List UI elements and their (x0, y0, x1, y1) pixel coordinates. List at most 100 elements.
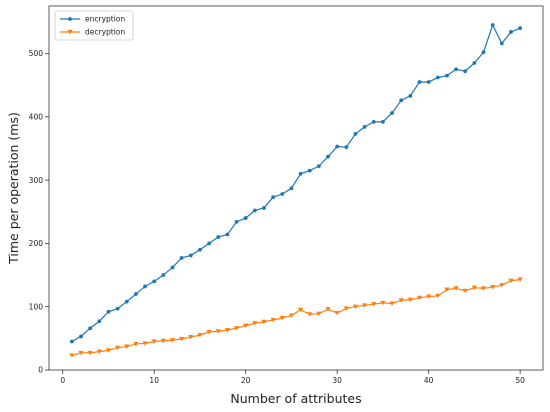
data-point-encryption (518, 26, 523, 31)
legend-marker-encryption (68, 17, 72, 21)
data-point-decryption (499, 283, 505, 288)
data-point-encryption (298, 171, 303, 176)
data-point-encryption (417, 80, 422, 84)
data-point-decryption (233, 326, 240, 331)
data-point-decryption (124, 344, 130, 349)
x-tick-label: 40 (424, 376, 434, 385)
data-point-decryption (169, 338, 176, 343)
data-point-decryption (288, 313, 295, 318)
data-point-encryption (216, 235, 221, 239)
data-point-encryption (143, 284, 147, 289)
data-point-encryption (271, 195, 276, 200)
data-point-decryption (151, 339, 157, 344)
y-tick-label: 500 (29, 49, 44, 58)
data-point-encryption (161, 273, 166, 277)
data-point-encryption (326, 154, 330, 159)
data-point-decryption (343, 306, 349, 311)
data-point-decryption (352, 304, 359, 310)
data-point-decryption (416, 295, 423, 301)
data-point-decryption (453, 286, 459, 291)
y-axis-label: Time per operation (ms) (6, 112, 21, 265)
data-point-encryption (445, 73, 449, 78)
data-point-decryption (407, 297, 413, 303)
data-point-encryption (234, 219, 239, 224)
data-point-decryption (160, 338, 166, 344)
data-point-encryption (170, 265, 175, 270)
data-point-decryption (133, 341, 139, 347)
x-tick-label: 10 (149, 376, 159, 385)
data-point-decryption (96, 349, 102, 354)
data-point-encryption (134, 292, 138, 296)
data-point-decryption (270, 317, 276, 323)
data-point-decryption (307, 312, 313, 317)
data-point-encryption (280, 192, 285, 196)
data-point-decryption (179, 336, 185, 342)
data-point-encryption (207, 241, 211, 246)
data-point-encryption (490, 23, 495, 27)
data-point-encryption (179, 256, 184, 260)
data-point-encryption (225, 232, 230, 237)
plot-area (48, 5, 544, 371)
y-tick-label: 100 (29, 302, 44, 311)
data-point-encryption (335, 144, 340, 149)
data-point-encryption (399, 98, 404, 103)
data-point-decryption (389, 301, 395, 306)
data-point-decryption (362, 303, 368, 308)
x-tick-label: 50 (515, 376, 525, 385)
data-point-decryption (334, 310, 340, 316)
data-point-decryption (87, 350, 93, 356)
data-point-decryption (444, 287, 450, 292)
data-point-encryption (198, 247, 202, 252)
data-point-encryption (262, 206, 266, 210)
data-point-encryption (499, 41, 504, 46)
data-point-decryption (480, 286, 487, 291)
data-point-encryption (481, 50, 486, 55)
data-point-encryption (353, 131, 358, 136)
data-point-decryption (462, 288, 468, 294)
y-tick-label: 400 (29, 112, 44, 121)
data-point-encryption (124, 299, 129, 304)
data-point-encryption (243, 216, 248, 220)
data-point-encryption (472, 61, 477, 65)
data-point-decryption (490, 284, 496, 290)
data-point-encryption (316, 164, 321, 169)
data-point-decryption (224, 328, 230, 333)
data-point-decryption (78, 350, 84, 356)
data-point-encryption (390, 111, 394, 115)
x-tick-label: 30 (332, 376, 342, 385)
data-point-encryption (362, 125, 367, 129)
data-point-decryption (297, 307, 304, 313)
data-point-encryption (426, 80, 431, 84)
data-point-encryption (463, 69, 468, 74)
data-point-decryption (380, 300, 386, 306)
data-point-decryption (471, 285, 477, 291)
data-point-encryption (188, 253, 193, 258)
legend-label-decryption: decryption (85, 28, 125, 37)
series-encryption (69, 23, 523, 344)
data-point-encryption (509, 30, 513, 34)
data-point-decryption (371, 302, 377, 307)
data-point-encryption (252, 208, 257, 213)
data-point-decryption (197, 333, 203, 338)
y-tick-label: 0 (38, 366, 43, 375)
data-point-encryption (344, 145, 349, 150)
data-point-encryption (408, 93, 413, 98)
data-point-decryption (115, 345, 121, 351)
data-point-decryption (105, 348, 112, 353)
data-point-encryption (97, 319, 102, 324)
y-tick-label: 200 (29, 239, 44, 248)
data-point-encryption (69, 339, 74, 344)
y-tick-label: 300 (29, 176, 44, 185)
data-point-decryption (215, 329, 221, 334)
data-point-encryption (115, 306, 120, 311)
data-point-encryption (152, 279, 157, 284)
x-axis-label: Number of attributes (230, 391, 361, 406)
data-point-decryption (252, 321, 258, 326)
series-decryption (69, 277, 523, 358)
data-point-decryption (206, 329, 212, 335)
legend-label-encryption: encryption (85, 15, 125, 24)
data-point-decryption (517, 277, 523, 282)
series-line-encryption (71, 23, 521, 343)
